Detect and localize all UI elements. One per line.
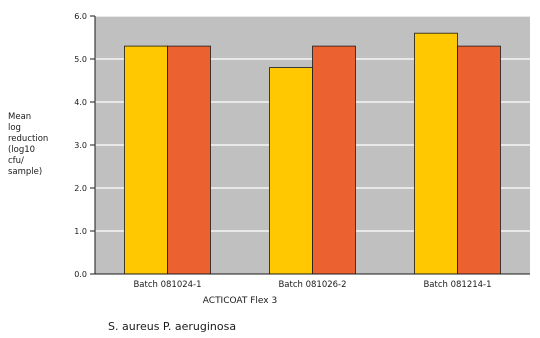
y-axis-label-line: (log10 (8, 145, 35, 155)
y-tick-label: 4.0 (74, 98, 87, 107)
x-category-label: Batch 081024-1 (133, 280, 201, 290)
bar (457, 45, 501, 275)
legend: S. aureus P. aeruginosa (108, 320, 236, 333)
y-axis-label-line: log (8, 123, 21, 133)
y-axis-label-line: Mean (8, 112, 31, 122)
x-axis-label: ACTICOAT Flex 3 (203, 296, 277, 306)
x-axis-categories: Batch 081024-1 Batch 081026-2 Batch 081214… (133, 280, 491, 290)
y-tick-label: 0.0 (74, 270, 87, 279)
y-tick-label: 2.0 (74, 184, 87, 193)
bar (167, 45, 211, 275)
y-axis-ticks: 0.0 1.0 2.0 3.0 4.0 5.0 6.0 (74, 12, 95, 279)
y-tick-label: 3.0 (74, 141, 87, 150)
y-axis-label-line: reduction (8, 134, 48, 144)
x-category-label: Batch 081214-1 (423, 280, 491, 290)
bar (124, 45, 168, 275)
y-tick-label: 5.0 (74, 55, 87, 64)
bars (124, 32, 501, 275)
axes (94, 16, 530, 275)
y-tick-label: 1.0 (74, 227, 87, 236)
bar (269, 67, 313, 275)
y-axis-label-line: cfu/ (8, 156, 24, 166)
x-category-label: Batch 081026-2 (278, 280, 346, 290)
bar (312, 45, 356, 275)
y-tick-label: 6.0 (74, 12, 87, 21)
y-axis-label-line: sample) (8, 167, 42, 177)
bar (414, 32, 458, 275)
